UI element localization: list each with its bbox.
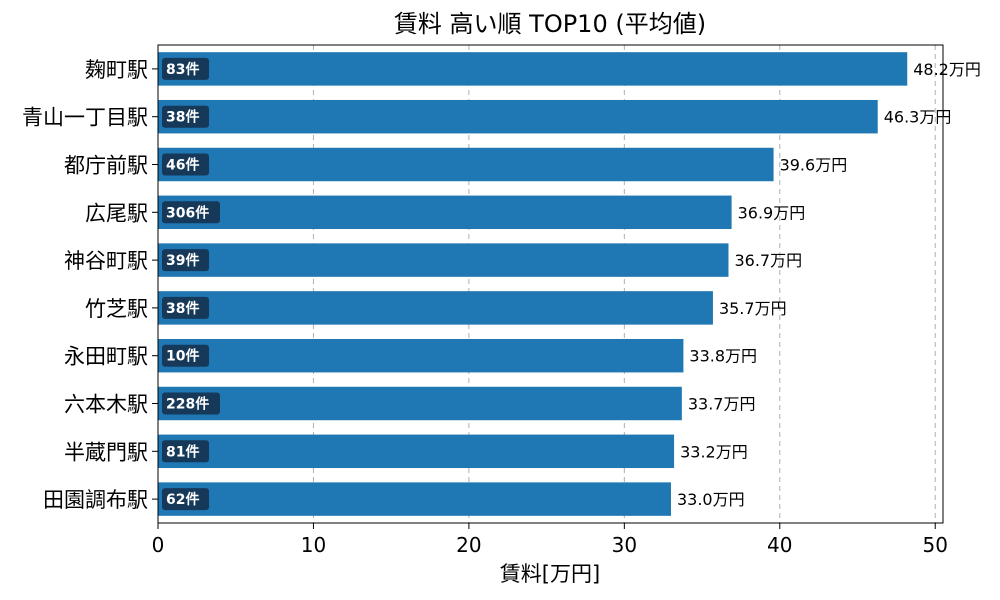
x-tick-label: 0 bbox=[152, 533, 165, 557]
y-tick-label: 都庁前駅 bbox=[64, 154, 148, 178]
x-tick-label: 20 bbox=[456, 533, 481, 557]
chart-title: 賃料 高い順 TOP10 (平均値) bbox=[394, 10, 706, 38]
x-tick-label: 10 bbox=[301, 533, 326, 557]
bar bbox=[158, 434, 675, 469]
count-badge bbox=[162, 392, 220, 415]
count-badge bbox=[162, 344, 209, 367]
value-label: 35.7万円 bbox=[719, 299, 787, 318]
x-tick-label: 40 bbox=[767, 533, 792, 557]
count-label: 62件 bbox=[166, 491, 199, 508]
bar bbox=[158, 386, 682, 421]
value-label: 33.8万円 bbox=[689, 347, 757, 366]
y-tick-label: 広尾駅 bbox=[85, 201, 148, 225]
bar bbox=[158, 243, 729, 277]
count-badge bbox=[162, 440, 209, 463]
count-badge bbox=[162, 201, 220, 224]
bar bbox=[158, 291, 713, 325]
count-label: 306件 bbox=[166, 204, 209, 221]
value-label: 33.7万円 bbox=[688, 395, 756, 414]
x-axis-label: 賃料[万円] bbox=[500, 562, 600, 586]
bar bbox=[158, 147, 774, 182]
value-label: 33.2万円 bbox=[680, 442, 748, 461]
value-label: 33.0万円 bbox=[677, 490, 745, 509]
count-badge bbox=[162, 57, 209, 80]
x-tick-label: 30 bbox=[612, 533, 637, 557]
count-label: 81件 bbox=[166, 443, 199, 460]
value-label: 36.7万円 bbox=[734, 251, 802, 270]
y-tick-label: 竹芝駅 bbox=[85, 297, 148, 321]
count-label: 83件 bbox=[166, 61, 199, 78]
y-tick-label: 田園調布駅 bbox=[43, 488, 148, 512]
plot-frame bbox=[157, 44, 944, 524]
bar bbox=[158, 52, 908, 86]
x-tick-label: 50 bbox=[923, 533, 948, 557]
x-tick-labels: 0 10 20 30 40 50 bbox=[152, 523, 948, 557]
count-badge bbox=[162, 105, 209, 128]
value-label: 46.3万円 bbox=[884, 108, 952, 127]
y-tick-label: 麹町駅 bbox=[85, 58, 148, 82]
bar bbox=[158, 99, 878, 134]
y-tick-label: 半蔵門駅 bbox=[64, 440, 148, 464]
count-badge bbox=[162, 488, 209, 511]
count-badge bbox=[162, 153, 209, 176]
count-label: 46件 bbox=[166, 157, 199, 174]
count-badge bbox=[162, 296, 209, 319]
count-label: 38件 bbox=[166, 109, 199, 126]
bars: 83件 48.2万円 38件 46.3万円 46件 39.6万円 306件 36.9万円 39件… bbox=[158, 52, 981, 516]
y-tick-label: 永田町駅 bbox=[64, 345, 148, 369]
count-label: 10件 bbox=[166, 348, 199, 365]
y-tick-label: 六本木駅 bbox=[64, 393, 148, 417]
count-badge bbox=[162, 249, 209, 272]
bar bbox=[158, 338, 684, 373]
value-label: 36.9万円 bbox=[738, 203, 806, 222]
bar bbox=[158, 482, 671, 516]
count-label: 38件 bbox=[166, 300, 199, 317]
y-tick-label: 神谷町駅 bbox=[64, 249, 148, 273]
value-label: 48.2万円 bbox=[913, 60, 981, 79]
y-tick-label: 青山一丁目駅 bbox=[22, 106, 148, 130]
count-label: 39件 bbox=[166, 252, 199, 269]
bar bbox=[158, 195, 732, 230]
count-label: 228件 bbox=[166, 396, 209, 413]
value-label: 39.6万円 bbox=[780, 156, 848, 175]
